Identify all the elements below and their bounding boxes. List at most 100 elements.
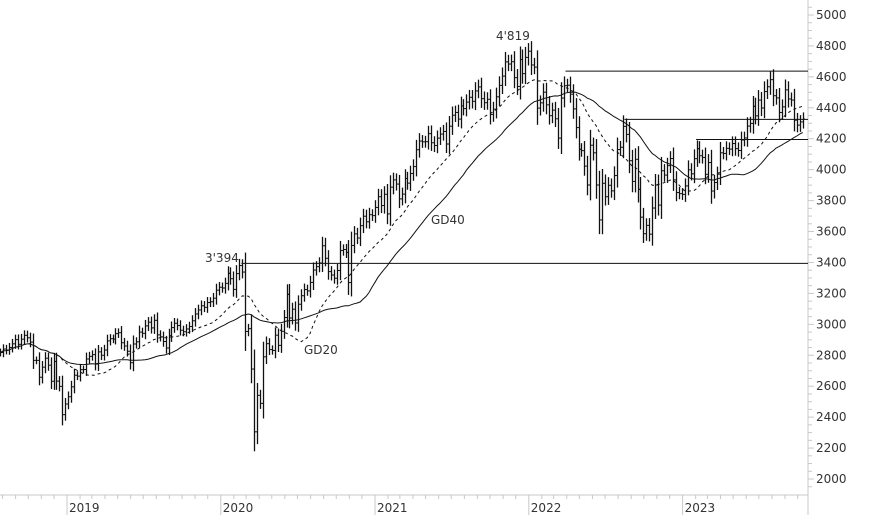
ohlc-bar bbox=[536, 50, 539, 125]
ohlc-bar bbox=[722, 146, 725, 160]
y-tick-label: 3200 bbox=[816, 286, 847, 300]
ohlc-bar bbox=[483, 91, 486, 110]
y-tick-label: 3000 bbox=[816, 317, 847, 331]
ohlc-bar bbox=[324, 237, 327, 267]
ohlc-bar bbox=[430, 125, 433, 151]
ohlc-bar bbox=[607, 177, 610, 205]
ohlc-bar bbox=[339, 240, 342, 281]
ohlc-bar bbox=[168, 328, 171, 356]
ohlc-bar bbox=[268, 338, 271, 356]
ohlc-bar bbox=[445, 122, 448, 154]
ohlc-bar bbox=[595, 139, 598, 199]
ohlc-bar bbox=[628, 121, 631, 174]
ohlc-bar bbox=[424, 135, 427, 148]
ohlc-bar bbox=[498, 76, 501, 106]
ohlc-bar bbox=[303, 283, 306, 302]
ohlc-bar bbox=[165, 335, 168, 354]
ohlc-bar bbox=[170, 321, 173, 342]
ohlc-bar bbox=[359, 217, 362, 247]
y-tick-label: 3800 bbox=[816, 194, 847, 208]
ohlc-bar bbox=[150, 316, 153, 334]
ohlc-bar bbox=[138, 325, 141, 349]
ohlc-bar bbox=[280, 323, 283, 353]
ohlc-bar bbox=[221, 282, 224, 293]
ohlc-bar bbox=[212, 292, 215, 308]
ohlc-bar bbox=[162, 331, 165, 347]
ohlc-bar bbox=[374, 200, 377, 223]
ohlc-bar bbox=[318, 257, 321, 273]
ohlc-bar bbox=[159, 330, 162, 342]
ohlc-bar bbox=[126, 340, 129, 357]
ohlc-bar bbox=[312, 262, 315, 291]
ohlc-bar bbox=[489, 89, 492, 125]
ohlc-bar bbox=[277, 328, 280, 353]
ohlc-bar bbox=[315, 261, 318, 276]
ohlc-bar bbox=[760, 91, 763, 117]
ohlc-bar bbox=[70, 380, 73, 403]
ohlc-bar bbox=[345, 243, 348, 259]
y-tick-label: 4800 bbox=[816, 39, 847, 53]
ohlc-bar bbox=[781, 99, 784, 120]
ohlc-bar bbox=[235, 265, 238, 298]
ohlc-bar bbox=[356, 227, 359, 245]
x-tick-label: 2020 bbox=[223, 501, 254, 515]
ohlc-bar bbox=[790, 92, 793, 107]
ohlc-bar bbox=[433, 136, 436, 153]
ohlc-bar bbox=[215, 283, 218, 305]
annotations: 3'394 4'819 GD40 GD20 bbox=[205, 29, 530, 357]
ohlc-bar bbox=[465, 94, 468, 117]
ohlc-bar bbox=[73, 368, 76, 394]
ohlc-bar bbox=[637, 146, 640, 203]
ohlc-bar bbox=[377, 188, 380, 216]
axes: 5000 4800 4600 4400 4200 4000 3800 3600 3400 3200… bbox=[0, 0, 847, 515]
ohlc-bar bbox=[604, 174, 607, 206]
ohlc-bar bbox=[401, 187, 404, 206]
ohlc-bar bbox=[524, 46, 527, 85]
ohlc-bar bbox=[389, 175, 392, 226]
ohlc-bar bbox=[710, 149, 713, 204]
ohlc-bar bbox=[247, 323, 250, 337]
ohlc-bar bbox=[173, 318, 176, 333]
ohlc-bar bbox=[619, 140, 622, 156]
ohlc-bar bbox=[575, 98, 578, 139]
y-tick-label: 3400 bbox=[816, 255, 847, 269]
ohlc-bar bbox=[754, 97, 757, 125]
ma-line-gd40 bbox=[0, 91, 803, 366]
ohlc-bar bbox=[100, 347, 103, 361]
ohlc-bar bbox=[209, 297, 212, 308]
ohlc-bar bbox=[135, 337, 138, 349]
ohlc-bar bbox=[227, 266, 230, 291]
ohlc-bar bbox=[404, 169, 407, 204]
ohlc-bar bbox=[763, 81, 766, 119]
ohlc-bar bbox=[527, 43, 530, 66]
ohlc-bar bbox=[353, 226, 356, 254]
ohlc-bar bbox=[23, 330, 26, 345]
ohlc-bar bbox=[185, 324, 188, 337]
ohlc-bar bbox=[327, 250, 330, 280]
ohlc-bar bbox=[321, 236, 324, 272]
ohlc-bar bbox=[734, 136, 737, 156]
ohlc-bar bbox=[592, 137, 595, 161]
ohlc-bar bbox=[94, 348, 97, 371]
ohlc-bar bbox=[749, 116, 752, 133]
ohlc-bar bbox=[566, 78, 569, 93]
y-tick-label: 4200 bbox=[816, 132, 847, 146]
ohlc-bar bbox=[634, 148, 637, 193]
ohlc-bar bbox=[406, 171, 409, 190]
ohlc-bar bbox=[206, 297, 209, 313]
ohlc-bar bbox=[336, 263, 339, 285]
ohlc-bar bbox=[551, 102, 554, 124]
ohlc-bar bbox=[802, 112, 805, 129]
ohlc-bar bbox=[439, 127, 442, 145]
ohlc-bar bbox=[262, 341, 265, 419]
ohlc-bar bbox=[625, 118, 628, 143]
ohlc-bar bbox=[601, 169, 604, 235]
ohlc-bar bbox=[103, 344, 106, 361]
x-tick-label: 2023 bbox=[685, 501, 716, 515]
ohlc-bar bbox=[91, 350, 94, 361]
ohlc-bar bbox=[179, 320, 182, 336]
ohlc-bar bbox=[533, 57, 536, 75]
ohlc-bar bbox=[117, 328, 120, 338]
ohlc-bar bbox=[769, 71, 772, 95]
